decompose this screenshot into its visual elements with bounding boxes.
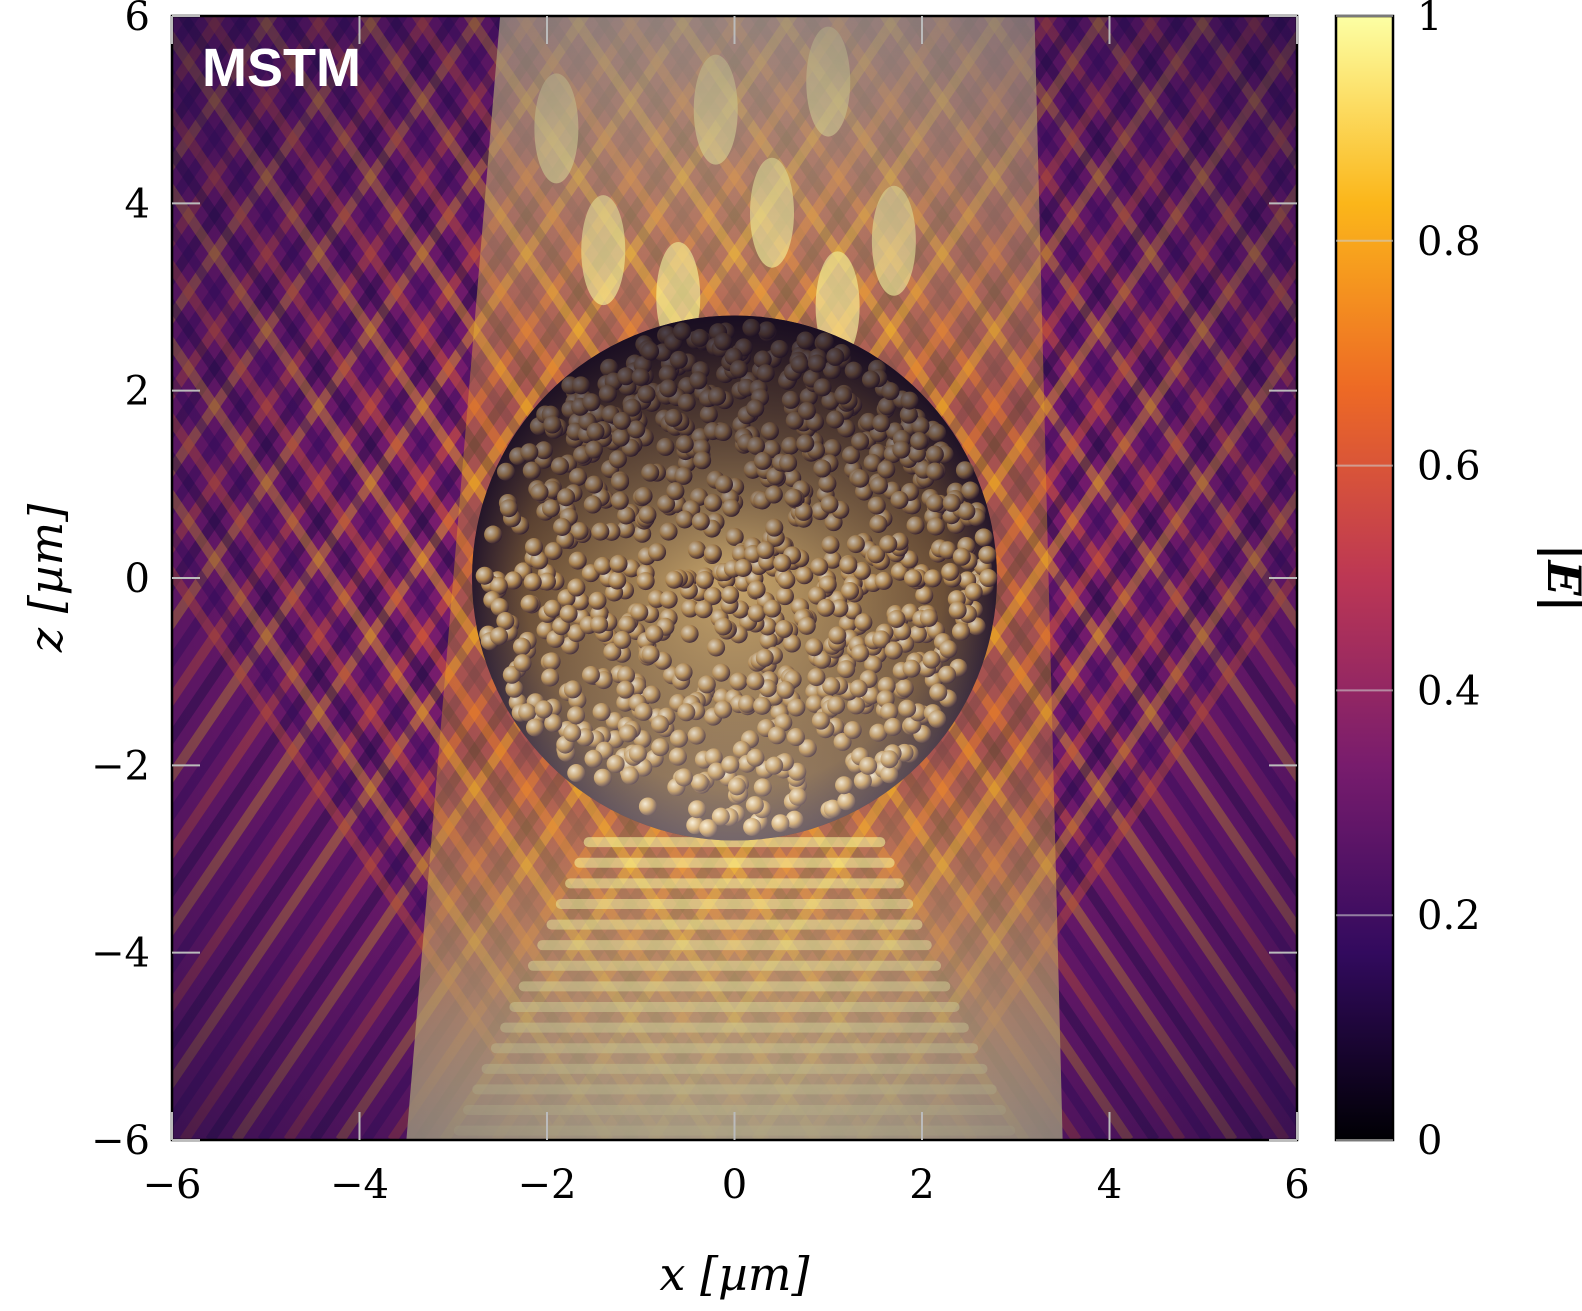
x-tick-label: −6 (143, 1162, 202, 1208)
colorbar-tick-label: 0.8 (1417, 219, 1481, 265)
y-tick-label: 6 (125, 0, 150, 40)
x-axis-label: x [µm] (660, 1247, 810, 1301)
x-axis-ticks: −6 −4 −2 0 2 4 6 (143, 16, 1310, 1208)
colorbar-label: |E| (1537, 544, 1582, 613)
y-tick-label: −2 (91, 743, 150, 789)
x-tick-label: −2 (518, 1162, 577, 1208)
method-label: MSTM (202, 38, 361, 98)
x-tick-label: 0 (722, 1162, 747, 1208)
colorbar-gradient (1336, 16, 1393, 1140)
y-tick-label: 0 (125, 556, 150, 602)
x-tick-label: −4 (330, 1162, 389, 1208)
x-tick-label: 6 (1284, 1162, 1309, 1208)
colorbar-tick-label: 0.2 (1417, 893, 1481, 939)
fringe-line (1269, 0, 1582, 1140)
colorbar: 0 0.2 0.4 0.6 0.8 1 |E| (1334, 0, 1582, 1164)
field-pattern (0, 0, 1582, 1140)
colorbar-tick-label: 0.6 (1417, 444, 1481, 490)
colorbar-tick-label: 0 (1417, 1118, 1442, 1164)
y-tick-label: 4 (125, 181, 150, 227)
cluster-shading (472, 315, 997, 841)
colorbar-tick-label: 1 (1417, 0, 1442, 40)
plot-area: −6 −4 −2 0 2 4 6 −6 −4 −2 0 2 4 6 MSTM (0, 0, 1582, 1208)
y-axis-label: z [µm] (19, 504, 73, 653)
x-tick-label: 2 (909, 1162, 934, 1208)
y-tick-label: 2 (125, 369, 150, 415)
fringe-line (0, 0, 18, 1140)
y-tick-label: −4 (91, 931, 150, 977)
y-tick-label: −6 (91, 1118, 150, 1164)
x-tick-label: 4 (1097, 1162, 1122, 1208)
colorbar-tick-label: 0.4 (1417, 668, 1481, 714)
y-axis-ticks: −6 −4 −2 0 2 4 6 (91, 0, 1297, 1164)
colorbar-ticks: 0 0.2 0.4 0.6 0.8 1 (1336, 0, 1481, 1164)
